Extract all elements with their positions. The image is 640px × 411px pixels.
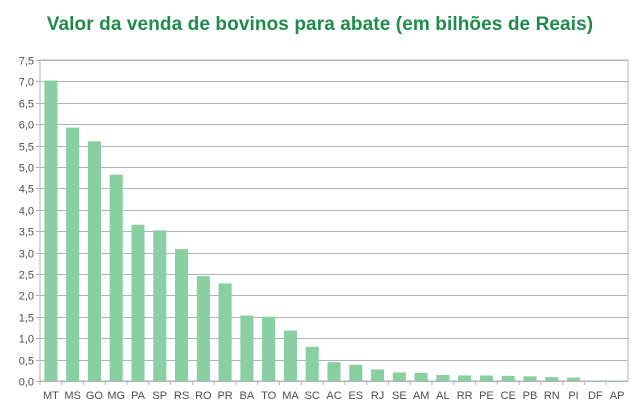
x-tick-label: PE (479, 390, 494, 402)
plot-area (39, 59, 629, 382)
x-tick-label: AL (436, 390, 449, 402)
y-tick-label: 5,5 (19, 142, 34, 154)
bar-ba (240, 315, 254, 381)
y-tick-label: 0,5 (19, 356, 34, 368)
y-tick-label: 2,5 (19, 270, 34, 282)
x-tick-label: SE (392, 390, 407, 402)
x-tick-label: MS (64, 390, 81, 402)
bar-am (414, 372, 428, 381)
y-tick-label: 3,0 (19, 249, 34, 261)
chart-title: Valor da venda de bovinos para abate (em… (46, 14, 594, 35)
y-tick-label: 1,0 (19, 334, 34, 346)
bar-pb (523, 376, 537, 381)
x-tick-label: BA (240, 390, 255, 402)
x-tick-label: RS (174, 390, 189, 402)
x-tick-label: RJ (371, 390, 384, 402)
x-tick-label: SP (152, 390, 167, 402)
bar-se (392, 372, 406, 381)
bar-to (262, 316, 276, 381)
bar-rj (371, 369, 385, 381)
bar-mg (109, 174, 123, 381)
bar-rn (545, 377, 559, 381)
bar-ma (283, 330, 297, 381)
bar-al (436, 375, 450, 381)
x-tick-label: AM (413, 390, 430, 402)
x-tick-label: SC (305, 390, 320, 402)
y-tick-label: 4,5 (19, 184, 34, 196)
x-tick-label: PB (523, 390, 538, 402)
y-tick-label: 3,5 (19, 227, 34, 239)
bar-rs (175, 249, 189, 381)
bar-pa (131, 224, 145, 381)
y-tick-label: 7,0 (19, 77, 34, 89)
x-tick-label: CE (501, 390, 516, 402)
bar-pi (567, 377, 581, 381)
x-tick-label: TO (261, 390, 277, 402)
bar-pe (479, 375, 493, 381)
y-tick-label: 0,0 (19, 377, 34, 389)
x-tick-label: PR (217, 390, 232, 402)
bar-mt (44, 80, 58, 381)
y-tick-label: 7,5 (19, 56, 34, 68)
bar-sp (153, 230, 167, 381)
x-tick-label: PI (568, 390, 578, 402)
y-tick-label: 4,0 (19, 206, 34, 218)
x-tick-label: PA (131, 390, 146, 402)
x-tick-label: RR (457, 390, 473, 402)
x-tick-label: MG (107, 390, 125, 402)
x-tick-label: MT (43, 390, 59, 402)
bar-ms (66, 127, 80, 382)
x-tick-label: RO (195, 390, 212, 402)
bar-ro (196, 276, 210, 381)
bar-es (349, 364, 363, 381)
y-tick-label: 6,0 (19, 120, 34, 132)
y-tick-label: 6,5 (19, 99, 34, 111)
x-tick-label: GO (86, 390, 104, 402)
y-tick-label: 2,0 (19, 291, 34, 303)
bar-pr (218, 283, 232, 381)
x-tick-label: AC (326, 390, 341, 402)
bar-ce (501, 375, 515, 381)
x-tick-label: ES (348, 390, 363, 402)
y-tick-label: 5,0 (19, 163, 34, 175)
x-tick-label: MA (282, 390, 299, 402)
bar-go (87, 141, 101, 381)
bar-ac (327, 362, 341, 381)
x-tick-label: DF (588, 390, 603, 402)
x-tick-label: RN (544, 390, 560, 402)
bar-rr (458, 375, 472, 381)
y-tick-label: 1,5 (19, 313, 34, 325)
bar-sc (305, 346, 319, 381)
x-tick-label: AP (610, 390, 625, 402)
